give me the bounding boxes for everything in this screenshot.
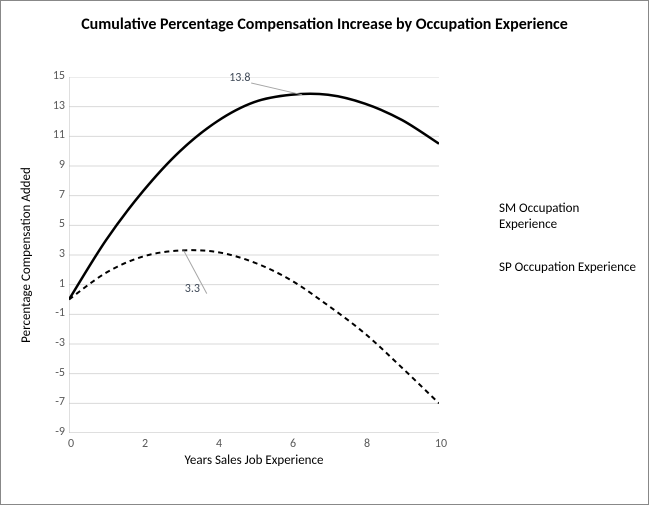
y-tick-label: 11 — [35, 128, 65, 142]
chart-title: Cumulative Percentage Compensation Incre… — [1, 1, 648, 35]
plot-area — [69, 77, 439, 433]
chart-frame: Cumulative Percentage Compensation Incre… — [0, 0, 649, 505]
y-tick-label: 13 — [35, 99, 65, 113]
x-tick-label: 8 — [357, 437, 377, 451]
x-tick-label: 10 — [431, 437, 451, 451]
legend-item: SM Occupation Experience — [457, 201, 637, 232]
x-tick-label: 6 — [283, 437, 303, 451]
y-tick-label: 1 — [35, 277, 65, 291]
x-tick-label: 2 — [135, 437, 155, 451]
x-tick-label: 0 — [61, 437, 81, 451]
x-axis-label: Years Sales Job Experience — [69, 453, 439, 468]
y-tick-label: 3 — [35, 247, 65, 261]
data-label: 3.3 — [185, 282, 200, 296]
y-tick-label: -5 — [35, 366, 65, 380]
y-tick-label: -7 — [35, 395, 65, 409]
y-tick-label: 5 — [35, 217, 65, 231]
legend-label: SP Occupation Experience — [499, 260, 636, 276]
y-tick-label: 9 — [35, 158, 65, 172]
data-label: 13.8 — [229, 71, 250, 85]
legend-label: SM Occupation Experience — [499, 201, 637, 232]
legend-item: SP Occupation Experience — [457, 260, 637, 276]
y-tick-label: 7 — [35, 188, 65, 202]
y-tick-label: -3 — [35, 336, 65, 350]
legend: SM Occupation Experience SP Occupation Ex… — [457, 201, 637, 304]
x-tick-label: 4 — [209, 437, 229, 451]
series-line — [69, 250, 439, 403]
plot-svg — [69, 77, 439, 433]
y-tick-label: 15 — [35, 69, 65, 83]
series-line — [69, 94, 439, 300]
y-tick-label: -1 — [35, 306, 65, 320]
